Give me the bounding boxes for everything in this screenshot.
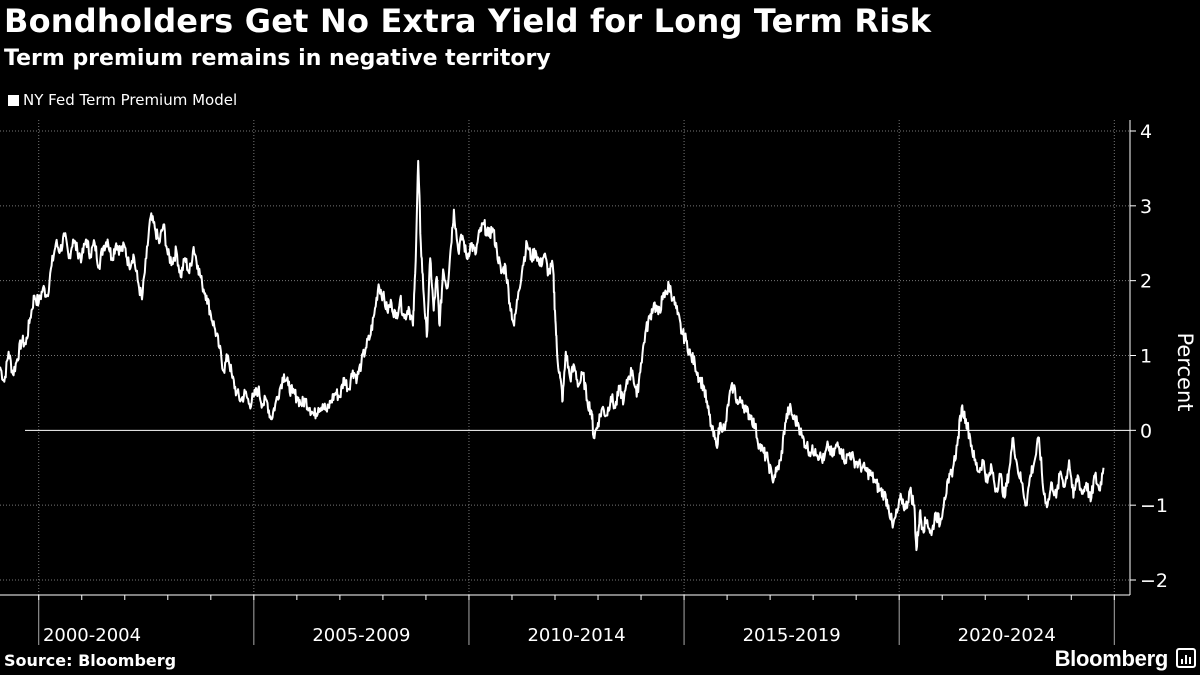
y-tick-label: 1	[1140, 346, 1152, 368]
source-note: Source: Bloomberg	[4, 651, 177, 670]
y-tick-label: 3	[1140, 196, 1152, 218]
bar-chart-icon	[1176, 648, 1196, 668]
y-tick-label: 2	[1140, 271, 1152, 293]
y-tick-label: 0	[1140, 420, 1152, 442]
series-layer	[0, 159, 1105, 552]
chart-subtitle: Term premium remains in negative territo…	[4, 46, 551, 71]
tick-labels: 4 3 2 1 0 −1 −2 2000-2004 2005-2009 2010-2014 2015…	[43, 121, 1168, 646]
y-axis-label: Percent	[1173, 332, 1197, 411]
brand-logo: Bloomberg	[1054, 646, 1169, 671]
legend: NY Fed Term Premium Model	[8, 91, 237, 109]
x-period-label: 2015-2019	[743, 625, 841, 646]
legend-swatch	[8, 94, 19, 106]
legend-label: NY Fed Term Premium Model	[23, 91, 238, 109]
x-period-label: 2005-2009	[312, 625, 410, 646]
axes	[0, 120, 1136, 645]
series-line-ny-fed-term-premium	[0, 159, 1105, 552]
x-period-label: 2020-2024	[958, 625, 1056, 646]
y-tick-label: 4	[1140, 121, 1152, 143]
y-tick-label: −1	[1140, 495, 1168, 517]
x-period-label: 2010-2014	[527, 625, 625, 646]
y-tick-label: −2	[1140, 570, 1168, 592]
chart-title: Bondholders Get No Extra Yield for Long …	[4, 2, 932, 40]
x-period-label: 2000-2004	[43, 625, 141, 646]
